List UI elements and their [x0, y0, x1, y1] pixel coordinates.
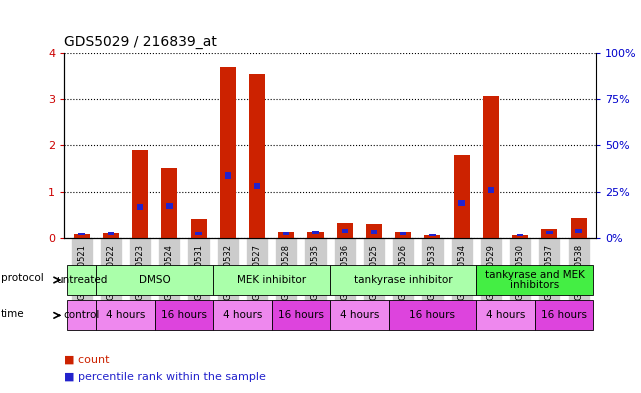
- Bar: [541, 228, 558, 238]
- Bar: [476, 265, 593, 295]
- Bar: [476, 300, 535, 331]
- Bar: [96, 265, 213, 295]
- Text: tankyrase and MEK
inhibitors: tankyrase and MEK inhibitors: [485, 270, 585, 290]
- Bar: [458, 200, 465, 206]
- Bar: [330, 300, 388, 331]
- Bar: [196, 232, 202, 235]
- Text: untreated: untreated: [56, 275, 107, 285]
- Bar: [249, 74, 265, 238]
- Bar: [67, 300, 96, 331]
- Bar: [74, 234, 90, 238]
- Bar: [78, 233, 85, 235]
- Text: GDS5029 / 216839_at: GDS5029 / 216839_at: [64, 35, 217, 49]
- Bar: [213, 300, 272, 331]
- Bar: [546, 231, 553, 234]
- Bar: [308, 232, 324, 238]
- Text: time: time: [1, 309, 24, 319]
- Bar: [103, 233, 119, 238]
- Bar: [137, 204, 144, 210]
- Bar: [388, 300, 476, 331]
- Bar: [342, 230, 348, 233]
- Bar: [330, 265, 476, 295]
- Bar: [162, 169, 178, 238]
- Text: ■ percentile rank within the sample: ■ percentile rank within the sample: [64, 372, 266, 382]
- Bar: [400, 232, 406, 235]
- Text: tankyrase inhibitor: tankyrase inhibitor: [354, 275, 453, 285]
- Bar: [395, 232, 412, 238]
- Text: DMSO: DMSO: [139, 275, 171, 285]
- Bar: [154, 300, 213, 331]
- Text: 16 hours: 16 hours: [541, 310, 587, 320]
- Bar: [454, 154, 470, 238]
- Bar: [132, 150, 148, 238]
- Bar: [517, 233, 523, 236]
- Bar: [424, 235, 440, 238]
- Text: 16 hours: 16 hours: [278, 310, 324, 320]
- Bar: [283, 232, 290, 235]
- Bar: [254, 183, 260, 189]
- Text: 4 hours: 4 hours: [222, 310, 262, 320]
- Bar: [370, 230, 377, 234]
- Text: protocol: protocol: [1, 274, 44, 283]
- Bar: [224, 172, 231, 179]
- Bar: [512, 235, 528, 238]
- Bar: [576, 230, 582, 233]
- Bar: [190, 219, 206, 238]
- Bar: [488, 187, 494, 193]
- Text: 4 hours: 4 hours: [106, 310, 145, 320]
- Bar: [96, 300, 154, 331]
- Bar: [108, 232, 114, 235]
- Bar: [272, 300, 330, 331]
- Bar: [213, 265, 330, 295]
- Bar: [166, 203, 172, 209]
- Bar: [67, 265, 96, 295]
- Bar: [570, 219, 587, 238]
- Text: control: control: [63, 310, 100, 320]
- Text: 4 hours: 4 hours: [486, 310, 525, 320]
- Bar: [312, 231, 319, 234]
- Text: ■ count: ■ count: [64, 354, 110, 365]
- Bar: [483, 95, 499, 238]
- Bar: [220, 67, 236, 238]
- Bar: [429, 233, 436, 236]
- Bar: [278, 232, 294, 238]
- Text: MEK inhibitor: MEK inhibitor: [237, 275, 306, 285]
- Bar: [337, 223, 353, 238]
- Text: 16 hours: 16 hours: [161, 310, 207, 320]
- Text: 16 hours: 16 hours: [410, 310, 455, 320]
- Bar: [535, 300, 593, 331]
- Text: 4 hours: 4 hours: [340, 310, 379, 320]
- Bar: [366, 224, 382, 238]
